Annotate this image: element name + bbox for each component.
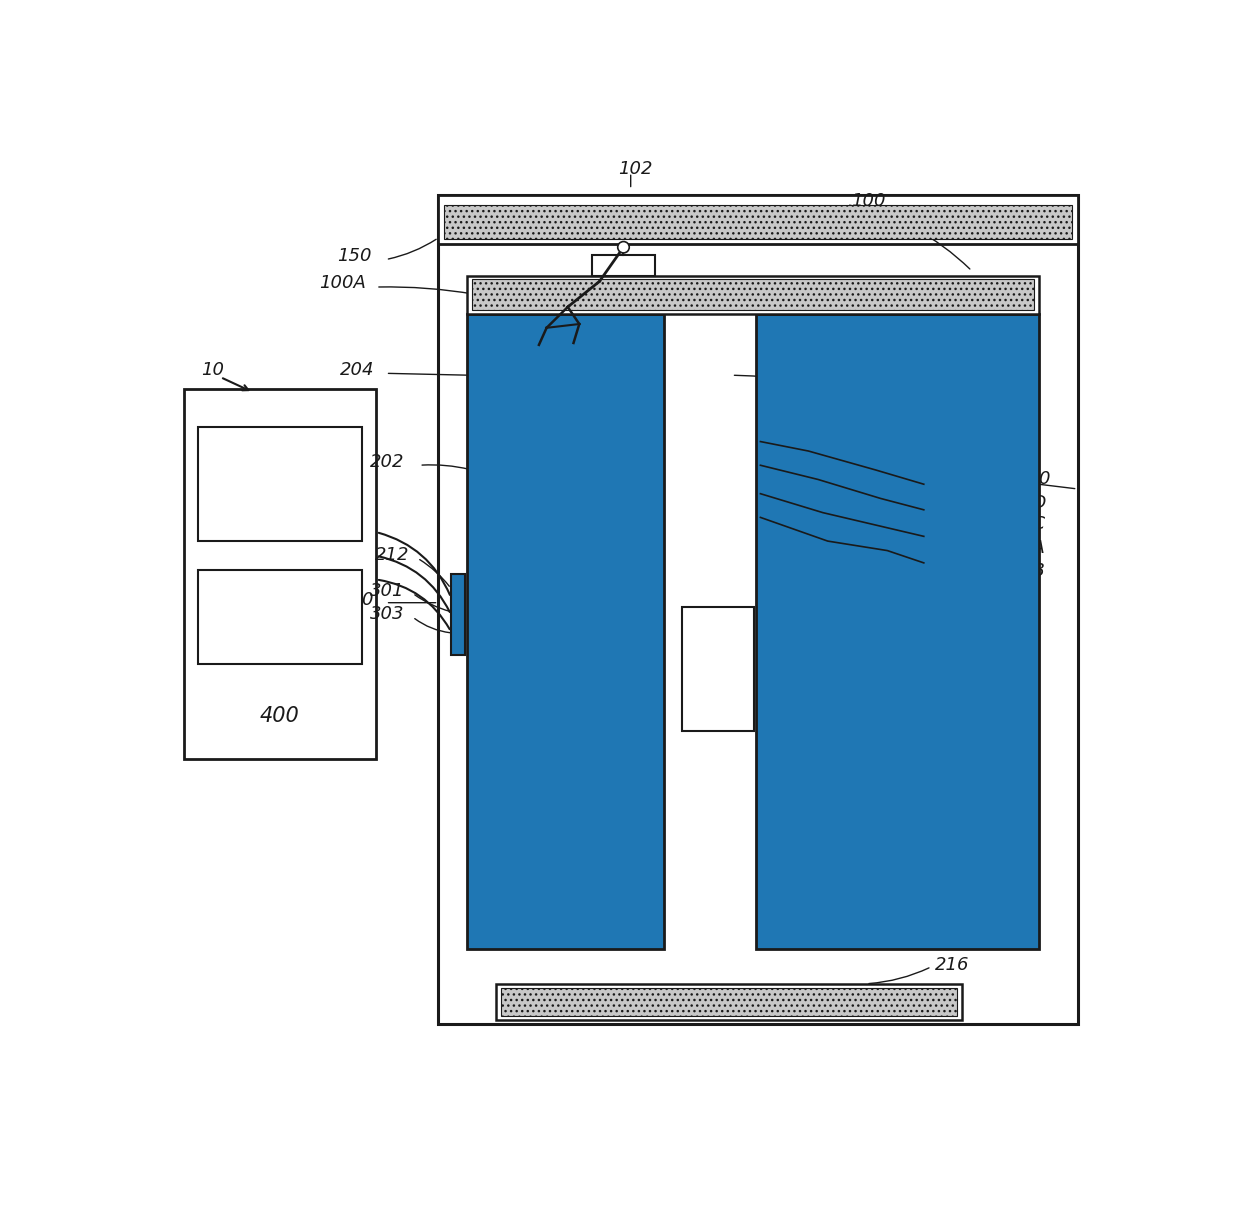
Bar bbox=[467, 891, 665, 920]
Bar bbox=[467, 458, 665, 486]
Bar bbox=[755, 486, 1039, 516]
Bar bbox=[593, 255, 655, 276]
Bar bbox=[755, 458, 1039, 486]
Text: 208: 208 bbox=[998, 667, 1033, 684]
Bar bbox=[755, 314, 1039, 342]
Bar bbox=[755, 804, 1039, 833]
Bar bbox=[755, 746, 1039, 776]
Bar bbox=[467, 372, 665, 400]
Bar bbox=[755, 314, 1039, 949]
Bar bbox=[467, 342, 665, 372]
Bar bbox=[755, 632, 1039, 660]
Bar bbox=[755, 400, 1039, 430]
Bar bbox=[184, 389, 376, 760]
Bar bbox=[467, 718, 665, 746]
Bar bbox=[439, 194, 1078, 1024]
Bar bbox=[467, 862, 665, 891]
Text: 212: 212 bbox=[376, 547, 409, 564]
Bar bbox=[472, 279, 1034, 310]
Text: 301: 301 bbox=[371, 582, 404, 601]
Bar bbox=[451, 586, 465, 597]
Text: 202A: 202A bbox=[998, 539, 1045, 556]
Bar bbox=[755, 574, 1039, 602]
Bar bbox=[467, 804, 665, 833]
Bar bbox=[198, 570, 362, 665]
Bar bbox=[467, 516, 665, 544]
Bar bbox=[451, 620, 465, 632]
Bar bbox=[467, 486, 665, 516]
Bar bbox=[467, 746, 665, 776]
Text: 204: 204 bbox=[340, 362, 374, 379]
Text: 303: 303 bbox=[371, 606, 404, 623]
Text: 200: 200 bbox=[340, 591, 374, 609]
Bar bbox=[755, 342, 1039, 372]
Circle shape bbox=[618, 241, 629, 252]
Text: 10: 10 bbox=[201, 362, 224, 379]
Bar bbox=[467, 400, 665, 430]
Bar bbox=[755, 862, 1039, 891]
Bar bbox=[755, 430, 1039, 458]
Text: 100: 100 bbox=[851, 192, 885, 209]
Bar bbox=[467, 314, 665, 949]
Text: 150: 150 bbox=[337, 246, 371, 265]
Text: 416: 416 bbox=[260, 604, 300, 624]
Text: 216: 216 bbox=[888, 383, 923, 400]
Bar bbox=[755, 602, 1039, 632]
Bar bbox=[467, 602, 665, 632]
Bar bbox=[501, 987, 957, 1016]
Bar bbox=[467, 574, 665, 602]
Bar bbox=[467, 632, 665, 660]
Bar bbox=[451, 632, 465, 644]
Bar bbox=[755, 920, 1039, 949]
Text: 400: 400 bbox=[260, 707, 300, 726]
Bar bbox=[755, 718, 1039, 746]
Bar bbox=[755, 776, 1039, 804]
Bar bbox=[755, 891, 1039, 920]
Bar bbox=[755, 372, 1039, 400]
Text: 104: 104 bbox=[883, 303, 918, 321]
Bar bbox=[467, 776, 665, 804]
Bar bbox=[496, 984, 962, 1019]
Bar bbox=[467, 920, 665, 949]
Bar bbox=[467, 689, 665, 718]
Text: 202AA: 202AA bbox=[903, 362, 962, 379]
Bar bbox=[451, 609, 465, 620]
Text: 102: 102 bbox=[619, 160, 652, 177]
Bar bbox=[451, 574, 465, 655]
Bar bbox=[467, 314, 665, 342]
Bar bbox=[682, 607, 754, 731]
Text: 202D: 202D bbox=[998, 494, 1047, 512]
Bar bbox=[451, 597, 465, 609]
Bar bbox=[467, 660, 665, 689]
Bar bbox=[467, 276, 1039, 314]
Text: 100A: 100A bbox=[320, 275, 367, 292]
Bar bbox=[755, 660, 1039, 689]
Bar bbox=[467, 833, 665, 862]
Bar bbox=[198, 427, 362, 542]
Text: 202C: 202C bbox=[998, 515, 1045, 533]
Text: 202B: 202B bbox=[998, 563, 1045, 581]
Text: 250: 250 bbox=[1017, 470, 1052, 489]
Bar bbox=[755, 689, 1039, 718]
Bar bbox=[451, 644, 465, 655]
Bar bbox=[755, 544, 1039, 574]
Bar bbox=[439, 196, 1078, 245]
Bar bbox=[755, 833, 1039, 862]
Text: 300: 300 bbox=[260, 465, 300, 485]
Bar bbox=[467, 430, 665, 458]
Bar bbox=[467, 544, 665, 574]
Bar bbox=[451, 574, 465, 586]
Text: 216: 216 bbox=[935, 955, 970, 974]
Bar bbox=[444, 204, 1071, 239]
Text: 202: 202 bbox=[371, 453, 404, 471]
Bar bbox=[755, 516, 1039, 544]
